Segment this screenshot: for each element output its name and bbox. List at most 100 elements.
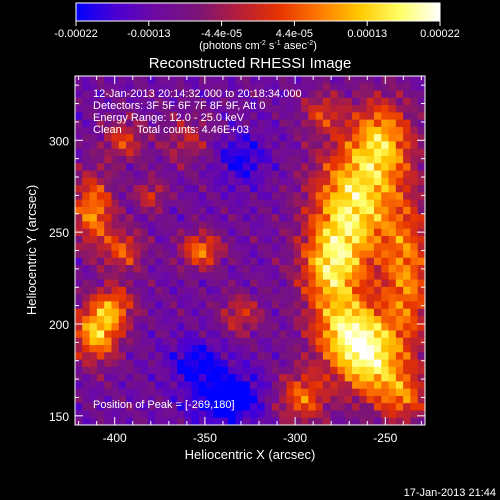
heatmap-cell bbox=[162, 323, 171, 331]
heatmap-cell bbox=[133, 119, 142, 128]
heatmap-cell bbox=[308, 206, 317, 215]
heatmap-cell bbox=[403, 323, 411, 331]
heatmap-cell bbox=[330, 352, 338, 360]
heatmap-cell bbox=[104, 265, 112, 273]
heatmap-cell bbox=[220, 76, 229, 84]
heatmap-cell bbox=[140, 388, 149, 397]
heatmap-cell bbox=[279, 199, 287, 208]
heatmap-cell bbox=[198, 388, 207, 397]
heatmap-cell bbox=[242, 97, 251, 106]
heatmap-cell bbox=[126, 177, 134, 186]
heatmap-cell bbox=[264, 214, 273, 222]
heatmap-cell bbox=[184, 388, 193, 397]
heatmap-cell bbox=[155, 315, 163, 324]
heatmap-cell bbox=[344, 308, 353, 317]
heatmap-cell bbox=[140, 315, 149, 324]
heatmap-cell bbox=[235, 250, 244, 259]
heatmap-cell bbox=[169, 315, 178, 324]
heatmap-cell bbox=[381, 141, 389, 150]
heatmap-cell bbox=[352, 221, 360, 230]
heatmap-cell bbox=[169, 119, 178, 128]
heatmap-cell bbox=[75, 192, 83, 200]
heatmap-cell bbox=[271, 199, 280, 208]
heatmap-cell bbox=[228, 301, 236, 310]
heatmap-cell bbox=[315, 199, 324, 208]
heatmap-cell bbox=[403, 221, 411, 230]
heatmap-cell bbox=[286, 272, 295, 280]
heatmap-cell bbox=[242, 381, 251, 390]
heatmap-cell bbox=[104, 163, 112, 171]
heatmap-cell bbox=[344, 206, 353, 215]
heatmap-cell bbox=[337, 308, 346, 317]
heatmap-cell bbox=[373, 119, 382, 128]
heatmap-cell bbox=[242, 141, 251, 150]
heatmap-cell bbox=[111, 381, 120, 390]
heatmap-cell bbox=[155, 337, 163, 346]
heatmap-cell bbox=[381, 272, 389, 280]
heatmap-cell bbox=[228, 97, 236, 106]
heatmap-cell bbox=[395, 294, 404, 302]
heatmap-cell bbox=[147, 243, 156, 251]
heatmap-cell bbox=[147, 366, 156, 375]
heatmap-cell bbox=[301, 228, 309, 237]
heatmap-cell bbox=[352, 417, 360, 425]
heatmap-cell bbox=[220, 97, 229, 106]
heatmap-cell bbox=[235, 112, 244, 121]
heatmap-cell bbox=[191, 206, 200, 215]
heatmap-cell bbox=[352, 286, 360, 295]
heatmap-cell bbox=[359, 381, 368, 390]
heatmap-cell bbox=[213, 134, 222, 142]
heatmap-cell bbox=[82, 395, 90, 404]
heatmap-cell bbox=[96, 134, 105, 142]
heatmap-cell bbox=[96, 90, 105, 99]
heatmap-cell bbox=[213, 352, 222, 360]
heatmap-cell bbox=[279, 374, 287, 382]
heatmap-cell bbox=[191, 294, 200, 302]
heatmap-cell bbox=[337, 243, 346, 251]
heatmap-cell bbox=[96, 105, 105, 113]
heatmap-cell bbox=[301, 112, 309, 121]
heatmap-cell bbox=[206, 381, 214, 390]
heatmap-cell bbox=[279, 177, 287, 186]
heatmap-cell bbox=[184, 286, 193, 295]
heatmap-cell bbox=[126, 163, 134, 171]
colorbar-tick-label: -0.00022 bbox=[54, 28, 97, 40]
heatmap-cell bbox=[220, 235, 229, 244]
heatmap-cell bbox=[250, 337, 258, 346]
heatmap-cell bbox=[403, 83, 411, 91]
heatmap-cell bbox=[75, 381, 83, 390]
heatmap-cell bbox=[381, 315, 389, 324]
heatmap-cell bbox=[162, 381, 171, 390]
heatmap-cell bbox=[111, 214, 120, 222]
heatmap-cell bbox=[75, 170, 83, 179]
heatmap-cell bbox=[373, 170, 382, 179]
heatmap-cell bbox=[184, 315, 193, 324]
heatmap-cell bbox=[177, 97, 185, 106]
heatmap-cell bbox=[235, 192, 244, 200]
heatmap-cell bbox=[359, 119, 368, 128]
heatmap-cell bbox=[344, 257, 353, 266]
heatmap-cell bbox=[104, 359, 112, 368]
heatmap-cell bbox=[191, 403, 200, 411]
heatmap-cell bbox=[301, 250, 309, 259]
heatmap-cell bbox=[111, 134, 120, 142]
heatmap-cell bbox=[264, 243, 273, 251]
heatmap-cell bbox=[126, 235, 134, 244]
heatmap-cell bbox=[213, 381, 222, 390]
heatmap-cell bbox=[388, 90, 397, 99]
heatmap-cell bbox=[96, 417, 105, 425]
heatmap-cell bbox=[315, 228, 324, 237]
heatmap-cell bbox=[315, 257, 324, 266]
heatmap-cells bbox=[75, 76, 425, 425]
heatmap-cell bbox=[220, 228, 229, 237]
heatmap-cell bbox=[140, 403, 149, 411]
heatmap-cell bbox=[177, 410, 185, 419]
heatmap-cell bbox=[395, 206, 404, 215]
heatmap-cell bbox=[177, 112, 185, 121]
heatmap-cell bbox=[228, 163, 236, 171]
heatmap-cell bbox=[359, 192, 368, 200]
heatmap-cell bbox=[352, 192, 360, 200]
heatmap-cell bbox=[381, 148, 389, 157]
heatmap-cell bbox=[220, 257, 229, 266]
heatmap-cell bbox=[133, 83, 142, 91]
